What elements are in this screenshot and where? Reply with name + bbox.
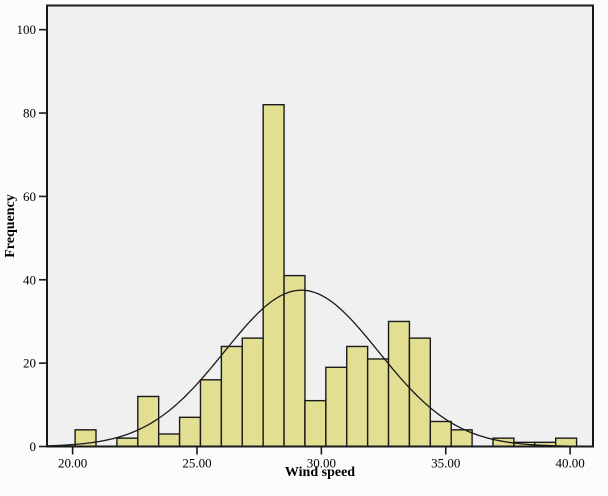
histogram-bar — [325, 366, 348, 448]
histogram-bar — [346, 345, 369, 448]
x-tick-label: 20.00 — [58, 456, 87, 471]
y-axis-title: Frequency — [3, 194, 18, 258]
histogram-bar — [408, 337, 432, 448]
histogram-bar — [137, 395, 160, 448]
x-tick-label: 40.00 — [555, 456, 584, 471]
x-tick-label: 35.00 — [431, 456, 460, 471]
histogram-bar — [304, 399, 327, 448]
histogram-bar — [429, 420, 452, 448]
histogram-bar — [283, 274, 306, 448]
histogram-bar — [554, 437, 578, 448]
histogram-bar — [262, 103, 285, 448]
plot-frame — [46, 4, 594, 448]
x-axis-title: Wind speed — [284, 465, 356, 480]
histogram-bar — [178, 416, 202, 448]
histogram-bar — [157, 433, 181, 448]
x-tick-label: 25.00 — [182, 456, 211, 471]
y-tick-label: 80 — [23, 106, 36, 121]
x-tick-label: 30.00 — [307, 456, 336, 471]
histogram-bar — [241, 337, 264, 448]
y-tick-label: 60 — [23, 189, 36, 204]
normal-curve — [46, 289, 591, 448]
histogram-bar — [116, 437, 139, 448]
y-tick-label: 20 — [23, 356, 36, 371]
histogram-bar — [199, 379, 223, 448]
y-tick-label: 0 — [30, 439, 37, 454]
plot-area — [47, 5, 593, 447]
histogram-bar — [366, 358, 390, 448]
histogram-bar — [220, 345, 243, 448]
y-tick-label: 40 — [23, 272, 36, 287]
y-tick-label: 100 — [17, 22, 37, 37]
